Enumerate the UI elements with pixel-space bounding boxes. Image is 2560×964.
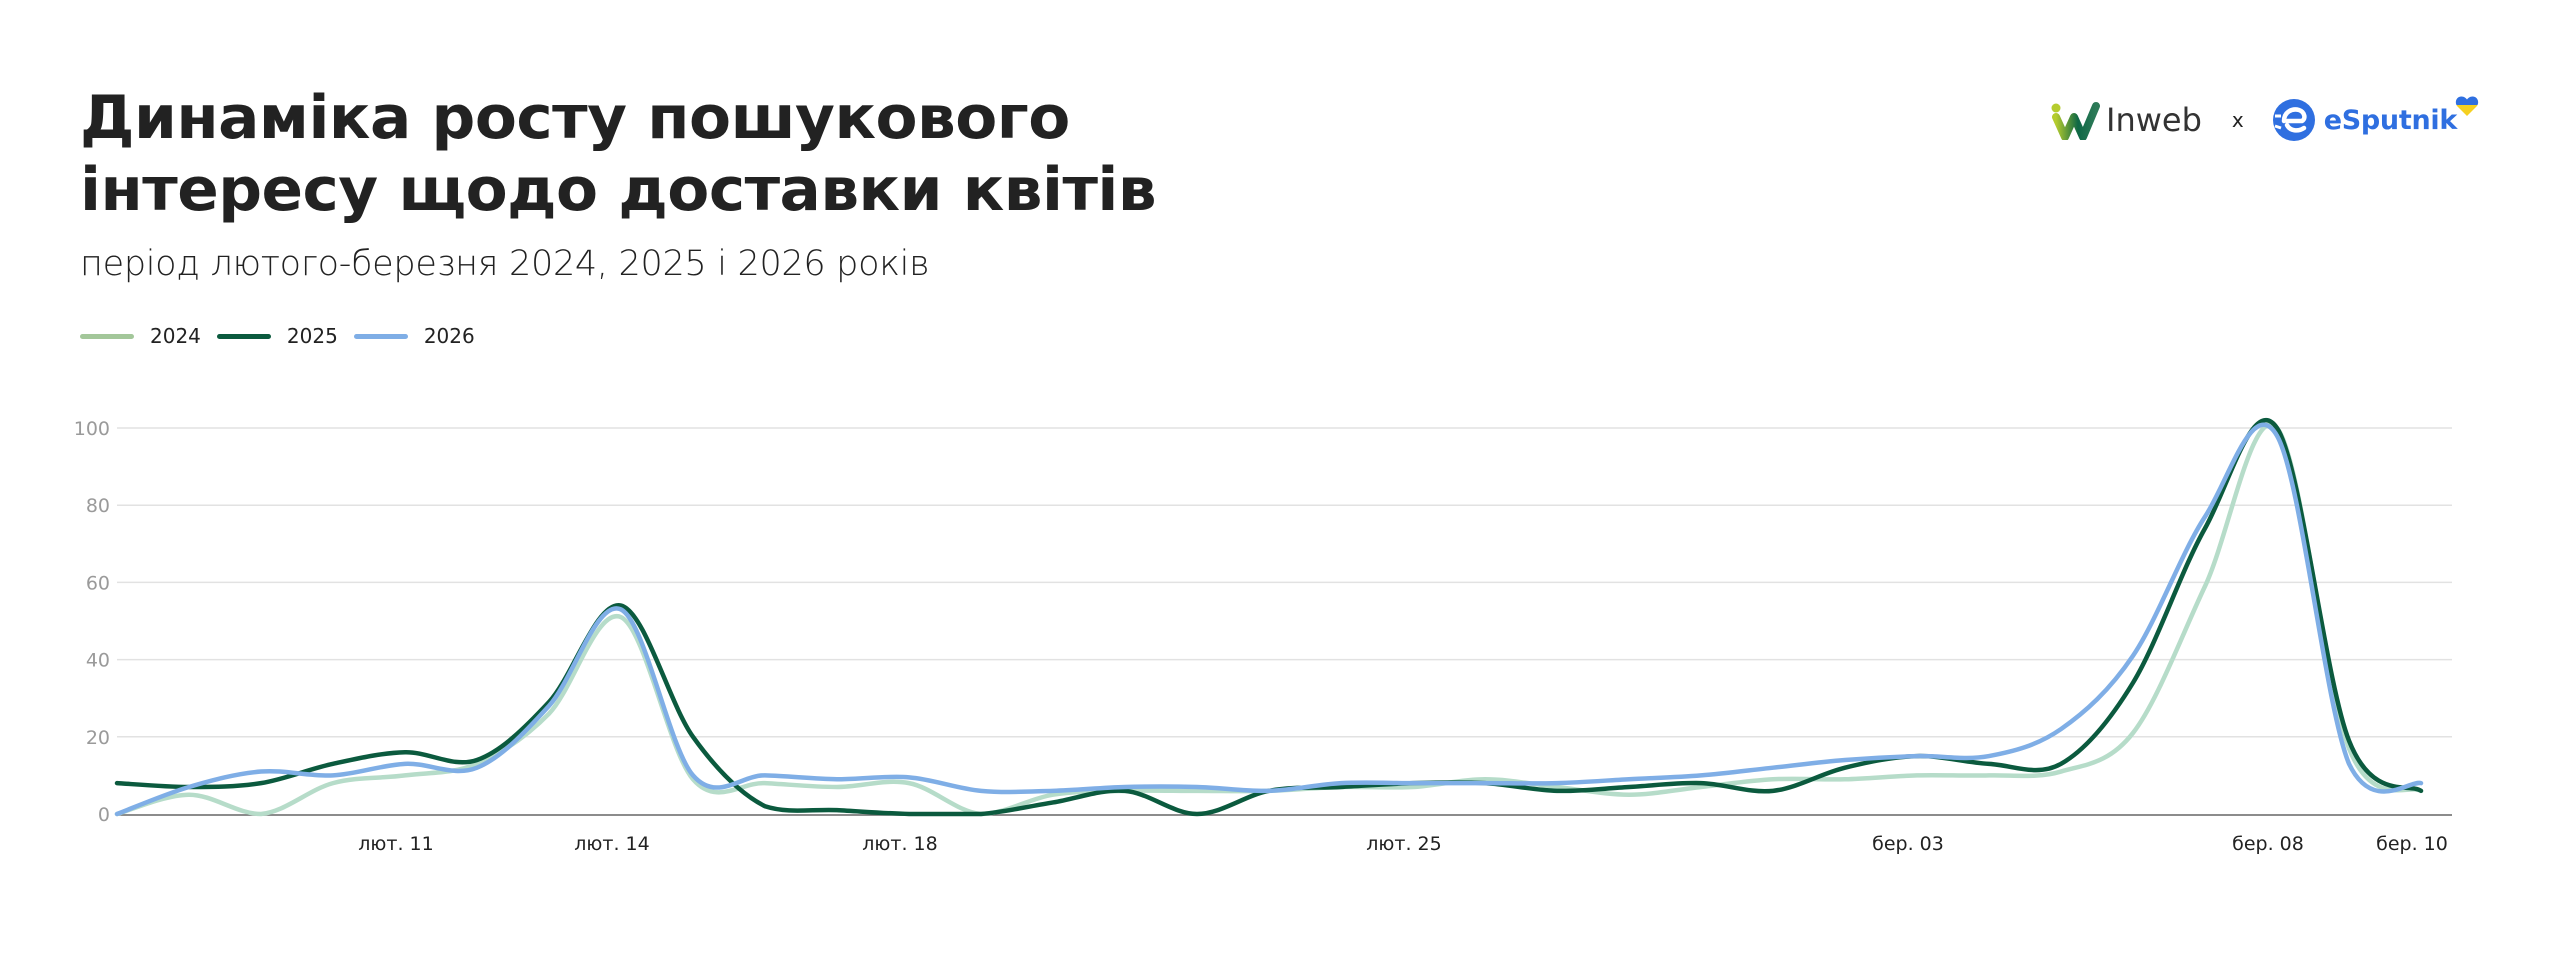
esputnik-logo: eSputnik [2272, 96, 2479, 142]
chart-gridlines [117, 427, 2452, 738]
y-tick-label: 20 [86, 727, 110, 749]
y-axis: 0 20 40 60 80 100 [74, 418, 110, 826]
x-tick-label: бер. 03 [1872, 833, 1944, 855]
chart-series [114, 417, 2424, 817]
y-tick-label: 100 [74, 418, 110, 440]
x-tick-label: лют. 25 [1366, 833, 1441, 855]
page-title: Динаміка росту пошукового інтересу щодо … [80, 82, 1157, 226]
inweb-wordmark: Inweb [2106, 101, 2202, 139]
title-line-2: інтересу щодо доставки квітів [80, 155, 1157, 225]
y-tick-label: 0 [98, 804, 110, 826]
esputnik-wordmark: eSputnik [2323, 104, 2458, 136]
series-line-2025 [114, 417, 2424, 817]
x-axis: лют. 11 лют. 14 лют. 18 лют. 25 бер. 03 бер. … [117, 814, 2452, 855]
legend-label-2024: 2024 [150, 324, 201, 348]
x-tick-label: лют. 18 [862, 833, 937, 855]
x-tick-label: бер. 08 [2232, 833, 2304, 855]
series-line-2026 [114, 422, 2424, 817]
subtitle: період лютого-березня 2024, 2025 і 2026 … [80, 244, 930, 284]
y-tick-label: 40 [86, 650, 110, 672]
chart-legend: 2024 2025 2026 [80, 322, 491, 350]
y-tick-label: 60 [86, 572, 110, 594]
legend-item-2025[interactable]: 2025 [216, 322, 338, 350]
inweb-logo: Inweb [2050, 100, 2202, 140]
esputnik-globe-icon [2272, 99, 2315, 141]
partner-logos: Inweb x eSputnik [2050, 92, 2479, 148]
x-tick-label: лют. 14 [574, 833, 649, 855]
inweb-w-icon [2051, 102, 2100, 140]
logo-separator: x [2231, 108, 2244, 132]
y-tick-label: 80 [86, 495, 110, 517]
x-tick-label: лют. 11 [358, 833, 433, 855]
legend-swatch-2026 [353, 333, 408, 339]
title-line-1: Динаміка росту пошукового [80, 83, 1070, 153]
legend-item-2026[interactable]: 2026 [353, 322, 475, 350]
legend-label-2025: 2025 [286, 324, 338, 348]
legend-label-2026: 2026 [423, 324, 475, 348]
legend-swatch-2025 [216, 333, 271, 339]
x-tick-label: бер. 10 [2376, 833, 2448, 855]
legend-item-2024[interactable]: 2024 [80, 322, 201, 350]
legend-swatch-2024 [80, 333, 134, 339]
ukraine-heart-icon [2455, 96, 2479, 116]
